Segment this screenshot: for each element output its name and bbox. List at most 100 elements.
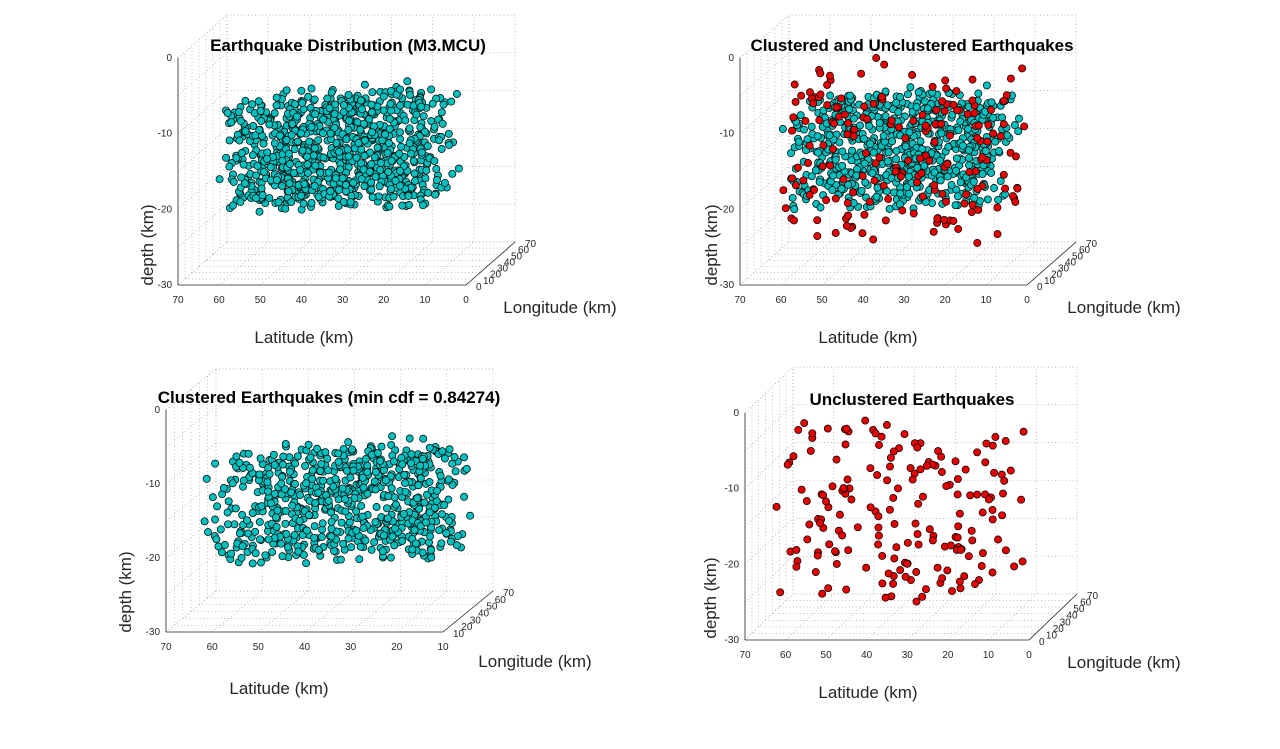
data-point (357, 145, 366, 154)
data-point (277, 539, 286, 548)
data-point (445, 141, 454, 149)
data-point (255, 470, 264, 479)
data-point (385, 202, 394, 211)
data-point (235, 458, 244, 467)
data-point (840, 110, 849, 119)
data-point (988, 568, 997, 577)
data-point (871, 159, 880, 168)
data-point (379, 531, 388, 540)
data-point (407, 450, 416, 459)
z-tick-label: -10 (146, 479, 161, 490)
data-point (419, 201, 427, 210)
x-tick-label: 30 (470, 615, 482, 626)
data-point (285, 467, 294, 476)
data-point (916, 154, 925, 163)
data-point (878, 579, 887, 588)
data-point (942, 197, 950, 206)
data-point (305, 137, 314, 146)
data-point (807, 122, 816, 131)
data-point (948, 110, 957, 119)
data-point (448, 459, 457, 468)
data-point (310, 95, 319, 104)
data-point (879, 181, 888, 190)
data-point (305, 511, 313, 520)
y-axis-label: Latitude (km) (818, 683, 917, 702)
data-point (912, 597, 921, 606)
data-point (401, 116, 410, 125)
data-point (889, 447, 898, 456)
data-point (363, 468, 372, 477)
data-point (832, 455, 841, 464)
data-point (892, 146, 901, 155)
data-point (381, 476, 390, 485)
data-points (778, 54, 1029, 247)
data-point (829, 145, 837, 154)
data-point (413, 494, 422, 503)
data-point (297, 129, 305, 138)
data-point (948, 587, 956, 596)
data-point (974, 89, 983, 98)
data-point (801, 117, 810, 125)
data-point (800, 419, 809, 428)
z-axis-label: depth (km) (702, 204, 721, 285)
data-point (981, 458, 990, 467)
data-point (974, 205, 983, 214)
data-point (960, 199, 969, 208)
data-point (387, 106, 395, 115)
data-point (403, 77, 412, 86)
data-point (843, 199, 852, 208)
data-point (838, 161, 847, 170)
data-point (1006, 148, 1015, 157)
data-point (819, 491, 828, 500)
data-point (363, 489, 372, 498)
data-point (838, 531, 847, 540)
data-point (214, 542, 223, 551)
data-point (404, 191, 413, 200)
data-point (802, 497, 811, 506)
data-point (859, 134, 868, 143)
data-point (988, 506, 997, 514)
x-tick-label: 20 (1053, 624, 1065, 635)
data-point (904, 172, 913, 181)
data-point (842, 424, 851, 433)
x-tick-label: 70 (1087, 591, 1099, 602)
data-point (448, 169, 457, 178)
data-point (236, 117, 245, 126)
data-point (358, 473, 367, 482)
x-tick-label: 20 (461, 622, 473, 633)
data-point (970, 109, 979, 118)
data-point (266, 499, 275, 508)
data-point (933, 563, 942, 572)
data-point (422, 166, 431, 175)
x-tick-label: 60 (1080, 598, 1092, 609)
z-tick-label: -20 (725, 559, 740, 570)
y-tick-label: 40 (296, 295, 308, 306)
data-point (983, 195, 992, 204)
data-point (454, 164, 463, 173)
data-point (311, 161, 320, 170)
data-point (370, 153, 379, 162)
x-tick-label: 50 (486, 602, 498, 613)
data-point (245, 463, 254, 472)
data-point (781, 204, 790, 213)
y-tick-label: 40 (861, 650, 873, 661)
data-point (385, 114, 394, 123)
y-tick-label: 50 (253, 642, 265, 653)
data-point (955, 577, 964, 586)
data-point (282, 136, 291, 144)
data-point (1013, 184, 1022, 193)
data-point (901, 142, 910, 151)
data-point (896, 172, 905, 181)
data-point (341, 495, 349, 504)
data-point (953, 192, 962, 201)
data-point (291, 459, 300, 468)
data-point (319, 129, 327, 138)
data-point (437, 539, 446, 548)
data-point (251, 549, 260, 558)
data-point (359, 524, 368, 533)
x-tick-label: 40 (1065, 257, 1077, 268)
data-point (944, 142, 953, 151)
data-point (371, 468, 380, 477)
data-point (954, 522, 963, 531)
data-point (264, 487, 272, 496)
